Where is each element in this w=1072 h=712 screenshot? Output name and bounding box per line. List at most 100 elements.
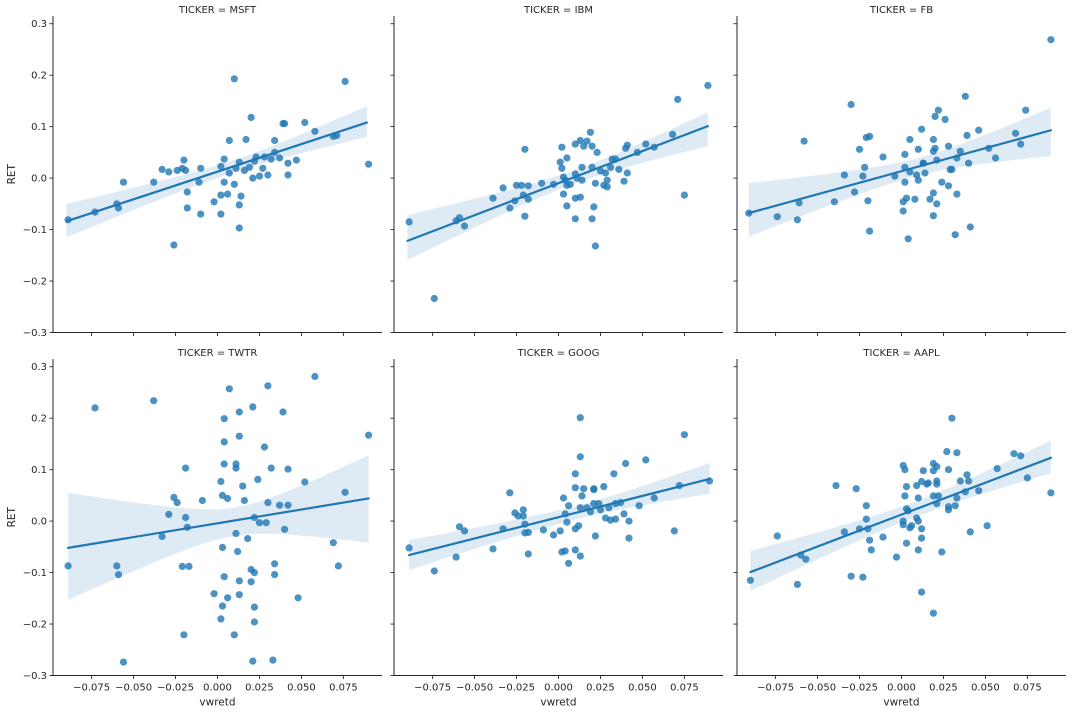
data-point (591, 532, 600, 540)
data-point (961, 92, 969, 100)
data-point (235, 408, 243, 416)
data-point (230, 180, 238, 188)
data-point (606, 163, 615, 171)
data-point (566, 180, 574, 188)
data-point (178, 562, 186, 571)
data-point (210, 590, 218, 598)
data-point (235, 224, 243, 232)
data-point (524, 550, 532, 558)
data-point (452, 553, 460, 561)
data-point (859, 573, 867, 581)
data-point (311, 127, 319, 135)
data-point (1010, 450, 1018, 458)
y-tick-label: −0.2 (23, 620, 47, 631)
data-point (991, 154, 1000, 162)
data-point (951, 502, 959, 510)
data-point (914, 145, 922, 153)
data-point (197, 164, 205, 172)
data-point (586, 128, 595, 136)
data-point (993, 465, 1001, 473)
data-point (561, 547, 569, 555)
data-point (571, 215, 579, 223)
data-point (218, 602, 227, 610)
y-tick-label: 0.1 (31, 465, 47, 476)
data-point (239, 482, 247, 490)
data-point (576, 453, 584, 461)
facet-goog: −0.075 −0.050 −0.025 0.000 0.025 0.050 0.075 TI… (390, 348, 723, 709)
data-point (173, 499, 181, 507)
data-point (892, 553, 901, 561)
data-point (150, 397, 158, 405)
data-point (902, 194, 911, 202)
data-point (983, 522, 991, 530)
x-tick-label: −0.075 (414, 683, 451, 694)
data-point (119, 178, 128, 186)
data-point (635, 502, 643, 510)
data-point (284, 501, 292, 509)
data-point (158, 532, 166, 541)
data-point (859, 172, 867, 180)
data-point (650, 494, 658, 502)
x-tick-label: −0.025 (157, 683, 194, 694)
data-point (234, 547, 242, 556)
data-point (292, 156, 300, 164)
data-point (506, 489, 514, 497)
data-point (600, 483, 608, 491)
data-point (262, 519, 270, 527)
data-point (565, 502, 573, 510)
data-point (244, 535, 252, 543)
data-point (593, 148, 601, 156)
data-point (225, 385, 233, 393)
data-point (953, 494, 961, 502)
data-point (944, 182, 953, 190)
facet-title: TICKER = FB (869, 5, 933, 16)
data-point (918, 125, 926, 133)
data-point (951, 231, 959, 239)
data-point (918, 534, 926, 542)
y-tick-label: 0.1 (31, 122, 47, 133)
data-point (963, 131, 971, 139)
data-point (281, 525, 289, 533)
facet-ibm: TICKER = IBM (390, 5, 723, 336)
data-point (580, 485, 588, 493)
facets: −0.3 −0.2 −0.1 0.0 0.1 0.2 0.3 TICKER = MSFT RET… (6, 5, 1066, 709)
data-point (255, 172, 264, 180)
data-point (793, 580, 802, 589)
data-point (879, 153, 887, 161)
data-point (746, 576, 755, 584)
data-point (405, 544, 413, 552)
data-point (800, 137, 808, 145)
data-point (254, 475, 262, 483)
data-point (267, 464, 275, 472)
data-point (615, 165, 623, 173)
data-point (591, 179, 600, 187)
data-point (866, 132, 874, 140)
confidence-band (407, 112, 708, 260)
data-point (902, 483, 911, 491)
data-point (590, 485, 598, 493)
data-point (680, 431, 689, 439)
data-point (521, 145, 529, 153)
data-point (334, 562, 342, 570)
data-point (879, 533, 887, 541)
data-point (183, 204, 191, 212)
data-point (924, 479, 933, 487)
data-point (1047, 489, 1055, 497)
data-point (918, 588, 926, 596)
data-point (217, 191, 225, 199)
data-point (341, 488, 349, 496)
data-point (933, 200, 941, 208)
data-point (944, 142, 953, 150)
data-point (867, 546, 875, 554)
data-point (571, 484, 579, 492)
data-point (524, 195, 532, 203)
data-point (862, 502, 870, 510)
data-point (919, 467, 927, 475)
data-point (571, 470, 579, 478)
facet-fb: TICKER = FB (733, 5, 1066, 336)
data-point (183, 188, 191, 196)
data-point (1047, 36, 1055, 44)
data-point (914, 546, 922, 554)
data-point (956, 477, 964, 485)
y-tick-label: 0.3 (31, 362, 47, 373)
